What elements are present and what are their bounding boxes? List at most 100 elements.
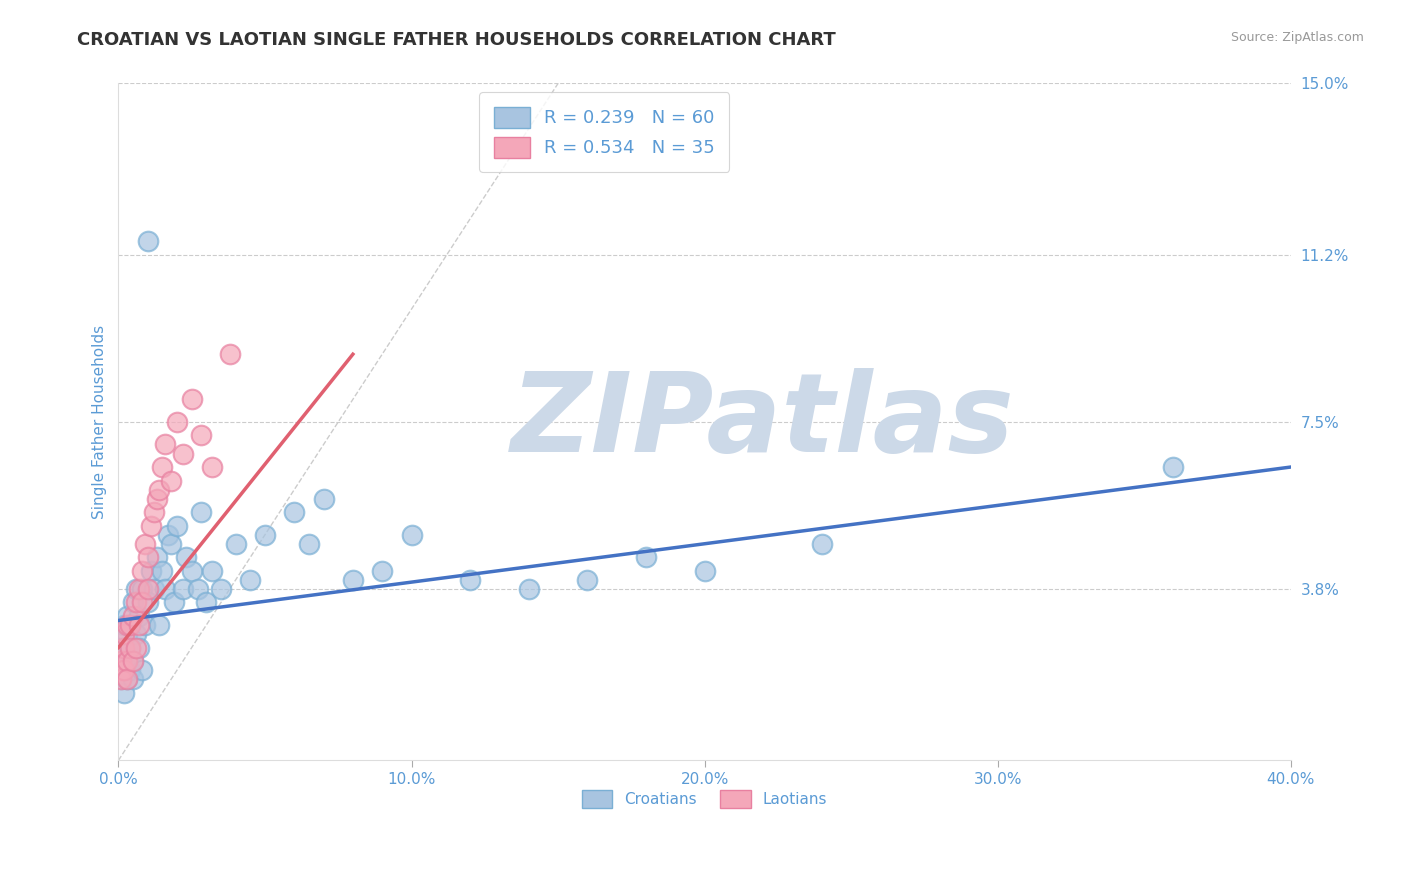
Y-axis label: Single Father Households: Single Father Households (93, 325, 107, 519)
Point (110, 663, 132, 677)
Point (134, 618, 156, 632)
Point (148, 618, 170, 632)
Point (125, 582, 148, 596)
Text: CROATIAN VS LAOTIAN SINGLE FATHER HOUSEHOLDS CORRELATION CHART: CROATIAN VS LAOTIAN SINGLE FATHER HOUSEH… (77, 31, 837, 49)
Point (371, 564, 394, 578)
Point (110, 663, 132, 677)
Point (139, 564, 162, 578)
Point (112, 663, 135, 677)
Point (128, 618, 150, 632)
Point (136, 582, 159, 596)
Point (239, 573, 262, 587)
Point (155, 437, 177, 451)
Point (576, 573, 599, 587)
Point (145, 550, 167, 565)
Point (190, 428, 212, 442)
Point (128, 582, 150, 596)
Point (218, 347, 240, 361)
Point (122, 672, 145, 686)
Legend: Croatians, Laotians: Croatians, Laotians (575, 784, 834, 814)
Text: Source: ZipAtlas.com: Source: ZipAtlas.com (1230, 31, 1364, 45)
Point (142, 505, 165, 519)
Point (172, 446, 194, 460)
Point (180, 564, 202, 578)
Point (120, 640, 142, 655)
Point (131, 582, 153, 596)
Point (115, 654, 138, 668)
Text: ZIPatlas: ZIPatlas (512, 368, 1015, 475)
Point (201, 460, 224, 475)
Point (160, 474, 183, 488)
Point (112, 654, 135, 668)
Point (120, 618, 142, 632)
Point (342, 573, 364, 587)
Point (209, 582, 232, 596)
Point (110, 640, 132, 655)
Point (122, 654, 145, 668)
Point (187, 582, 209, 596)
Point (166, 415, 188, 429)
Point (201, 564, 224, 578)
Point (112, 640, 135, 655)
Point (172, 582, 194, 596)
Point (120, 663, 142, 677)
Point (253, 527, 276, 541)
Point (225, 537, 247, 551)
Point (128, 609, 150, 624)
Point (115, 654, 138, 668)
Point (195, 595, 218, 609)
Point (136, 235, 159, 249)
Point (112, 640, 135, 655)
Point (298, 537, 321, 551)
Point (131, 595, 153, 609)
Point (125, 627, 148, 641)
Point (634, 550, 657, 565)
Point (115, 672, 138, 686)
Point (401, 527, 423, 541)
Point (110, 672, 132, 686)
Point (160, 537, 183, 551)
Point (136, 595, 159, 609)
Point (120, 618, 142, 632)
Point (112, 618, 135, 632)
Point (152, 460, 174, 475)
Point (180, 392, 202, 407)
Point (115, 618, 138, 632)
Point (110, 672, 132, 686)
Point (128, 640, 150, 655)
Point (122, 609, 145, 624)
Point (458, 573, 481, 587)
Point (115, 609, 138, 624)
Point (312, 491, 335, 506)
Point (134, 537, 156, 551)
Point (115, 672, 138, 686)
Point (142, 582, 165, 596)
Point (1163, 460, 1185, 475)
Point (122, 654, 145, 668)
Point (157, 527, 180, 541)
Point (112, 686, 135, 700)
Point (122, 595, 145, 609)
Point (163, 595, 186, 609)
Point (136, 550, 159, 565)
Point (166, 518, 188, 533)
Point (131, 564, 153, 578)
Point (190, 505, 212, 519)
Point (139, 518, 162, 533)
Point (148, 483, 170, 497)
Point (125, 640, 148, 655)
Point (174, 550, 197, 565)
Point (145, 491, 167, 506)
Point (120, 640, 142, 655)
Point (112, 627, 135, 641)
Point (283, 505, 305, 519)
Point (110, 654, 132, 668)
Point (155, 582, 177, 596)
Point (152, 564, 174, 578)
Point (517, 582, 540, 596)
Point (115, 627, 138, 641)
Point (125, 595, 148, 609)
Point (131, 663, 153, 677)
Point (811, 537, 834, 551)
Point (693, 564, 716, 578)
